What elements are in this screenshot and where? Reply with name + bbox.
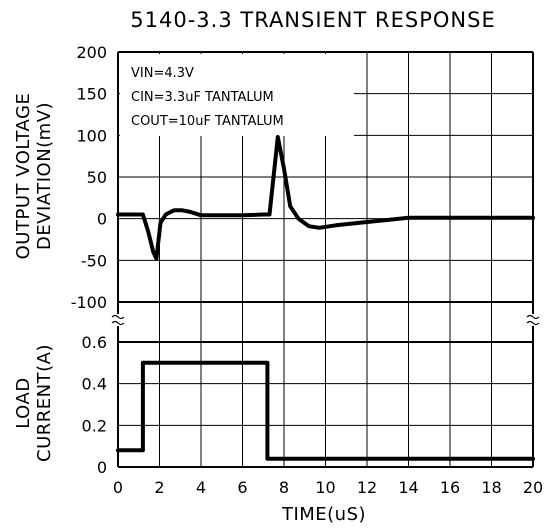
x-tick-label: 20 xyxy=(523,478,543,497)
annotation-cin: CIN=3.3uF TANTALUM xyxy=(131,90,274,105)
x-axis-label: TIME(uS) xyxy=(281,504,366,525)
x-tick-label: 18 xyxy=(481,478,501,497)
annotation-cout: COUT=10uF TANTALUM xyxy=(131,114,284,129)
x-tick-label: 8 xyxy=(279,478,289,497)
y-tick-label: -100 xyxy=(71,293,107,312)
x-tick-label: 16 xyxy=(440,478,460,497)
axis-break-mark xyxy=(526,314,540,326)
load-current-trace xyxy=(116,360,535,461)
x-tick-label: 0 xyxy=(113,478,123,497)
y-tick-label: 200 xyxy=(76,43,107,62)
y-tick-label: 50 xyxy=(87,168,107,187)
x-tick-label: 12 xyxy=(357,478,377,497)
output-voltage-trace xyxy=(116,135,535,261)
y-tick-label: 0.2 xyxy=(82,416,107,435)
y-tick-label: 0 xyxy=(97,210,107,229)
y-tick-label: 100 xyxy=(76,126,107,145)
y-tick-label: 0.6 xyxy=(82,333,107,352)
x-tick-label: 2 xyxy=(154,478,164,497)
y-tick-label: 0 xyxy=(97,458,107,477)
x-tick-label: 10 xyxy=(315,478,335,497)
y-tick-label: 150 xyxy=(76,85,107,104)
x-tick-label: 4 xyxy=(196,478,206,497)
axis-ticks: 0 2 4 6 8 10 12 14 16 18 20 200 150 100 50 0 -50 -100 0.6 0… xyxy=(71,43,543,497)
top-ylabel-line2: DEVIATION(mV) xyxy=(34,102,55,250)
axis-break-gap xyxy=(528,314,538,326)
axis-break-gap xyxy=(113,314,123,326)
chart-title: 5140-3.3 TRANSIENT RESPONSE xyxy=(130,8,495,32)
axis-break-mark xyxy=(111,314,125,326)
top-ylabel-line1: OUTPUT VOLTAGE xyxy=(13,93,34,260)
x-tick-label: 14 xyxy=(398,478,418,497)
y-tick-label: -50 xyxy=(81,251,107,270)
bottom-ylabel-line1: LOAD xyxy=(13,377,34,428)
x-tick-label: 6 xyxy=(237,478,247,497)
annotation-vin: VIN=4.3V xyxy=(131,66,194,81)
bottom-ylabel-line2: CURRENT(A) xyxy=(34,344,55,462)
annotation-background xyxy=(120,54,354,136)
y-tick-label: 0.4 xyxy=(82,375,107,394)
